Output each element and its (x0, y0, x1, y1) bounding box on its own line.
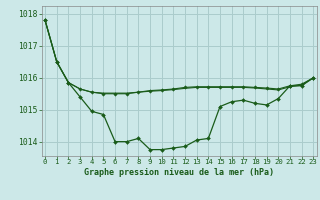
X-axis label: Graphe pression niveau de la mer (hPa): Graphe pression niveau de la mer (hPa) (84, 168, 274, 177)
